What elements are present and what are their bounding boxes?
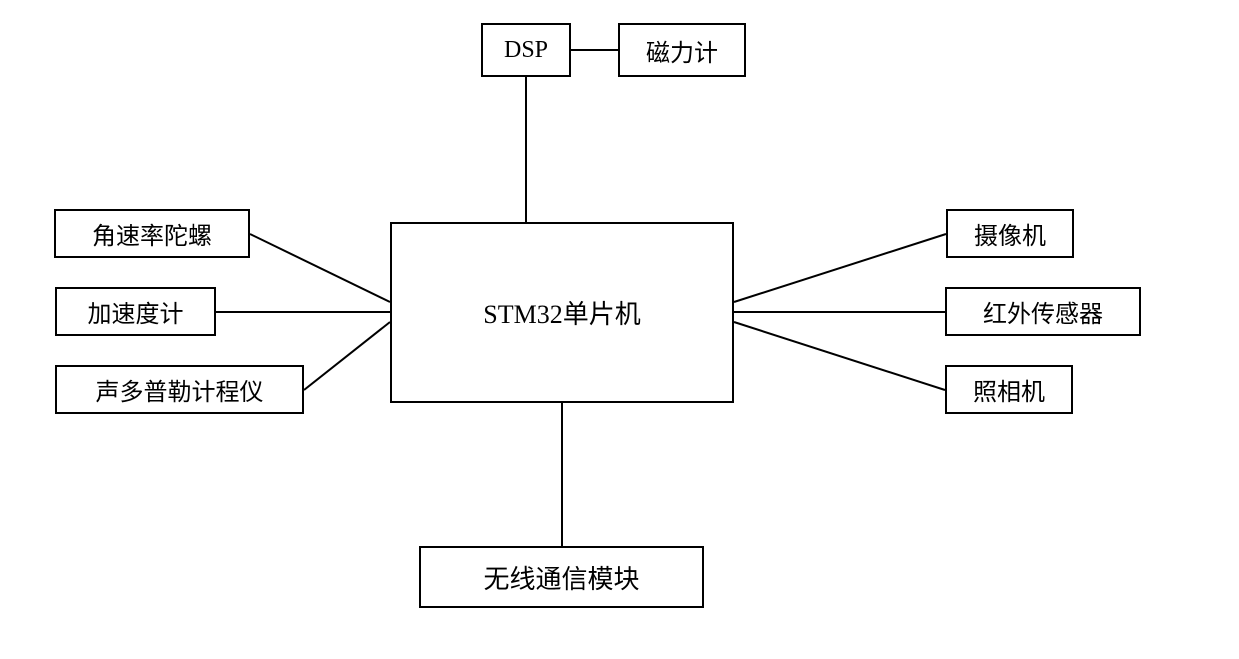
node-mcu: STM32单片机 (390, 222, 734, 403)
node-doppler-label: 声多普勒计程仪 (96, 372, 264, 407)
node-ir-sensor-label: 红外传感器 (983, 294, 1103, 329)
node-wireless: 无线通信模块 (419, 546, 704, 608)
node-video-camera: 摄像机 (946, 209, 1074, 258)
node-wireless-label: 无线通信模块 (483, 559, 639, 596)
node-magnetometer: 磁力计 (618, 23, 746, 77)
node-magnetometer-label: 磁力计 (646, 33, 718, 68)
node-still-camera-label: 照相机 (973, 372, 1045, 407)
node-accelerometer-label: 加速度计 (88, 294, 184, 329)
node-dsp: DSP (481, 23, 571, 77)
node-ir-sensor: 红外传感器 (945, 287, 1141, 336)
node-mcu-label: STM32单片机 (483, 294, 640, 331)
node-accelerometer: 加速度计 (55, 287, 216, 336)
node-doppler: 声多普勒计程仪 (55, 365, 304, 414)
node-gyro-label: 角速率陀螺 (92, 216, 212, 251)
node-still-camera: 照相机 (945, 365, 1073, 414)
node-dsp-label: DSP (504, 37, 548, 64)
node-video-camera-label: 摄像机 (974, 216, 1046, 251)
node-gyro: 角速率陀螺 (54, 209, 250, 258)
